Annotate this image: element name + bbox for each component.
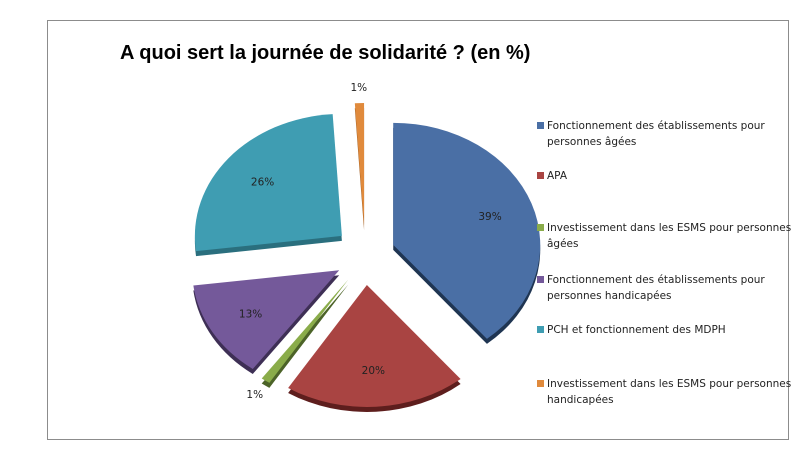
pie-slice[interactable] (261, 279, 349, 383)
legend-swatch (537, 326, 544, 333)
legend-item: APA (537, 168, 797, 184)
pie-slice[interactable] (288, 284, 461, 407)
legend-label: Fonctionnement des établissements pour p… (547, 120, 765, 148)
chart-title: A quoi sert la journée de solidarité ? (… (120, 42, 531, 64)
data-label: 13% (239, 309, 262, 321)
legend-swatch (537, 380, 544, 387)
legend-swatch (537, 172, 544, 179)
legend-label: Fonctionnement des établissements pour p… (547, 274, 765, 302)
legend-label: Investissement dans les ESMS pour person… (547, 222, 792, 250)
legend-item: Investissement dans les ESMS pour person… (537, 376, 797, 408)
data-label: 20% (362, 365, 385, 377)
legend-label: Investissement dans les ESMS pour person… (547, 378, 792, 406)
pie-slice[interactable] (393, 122, 541, 339)
chart-frame (47, 20, 789, 440)
data-label: 26% (251, 176, 274, 188)
legend-item: Investissement dans les ESMS pour person… (537, 220, 797, 252)
data-label: 39% (478, 211, 501, 223)
pie-slice[interactable] (193, 270, 340, 369)
legend-label: APA (547, 170, 568, 182)
pie-slice[interactable] (194, 114, 342, 252)
legend-swatch (537, 276, 544, 283)
data-label: 1% (351, 82, 368, 94)
legend-label: PCH et fonctionnement des MDPH (547, 324, 726, 336)
data-label: 1% (246, 389, 263, 401)
legend-swatch (537, 122, 544, 129)
legend-item: Fonctionnement des établissements pour p… (537, 272, 797, 304)
legend-swatch (537, 224, 544, 231)
pie-slice[interactable] (354, 103, 365, 226)
legend-item: PCH et fonctionnement des MDPH (537, 322, 797, 338)
legend-item: Fonctionnement des établissements pour p… (537, 118, 797, 150)
